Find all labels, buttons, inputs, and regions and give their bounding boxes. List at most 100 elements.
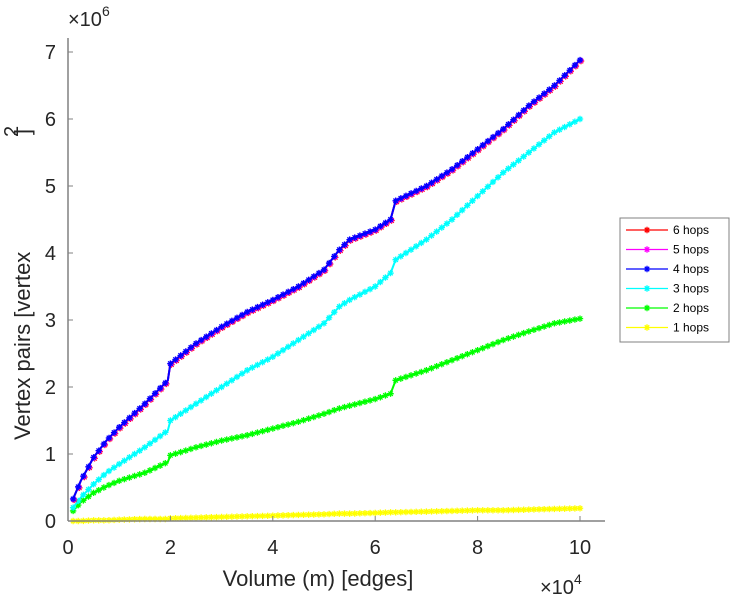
data-point (244, 367, 251, 374)
data-point (546, 86, 553, 93)
data-point (126, 474, 133, 481)
data-point (571, 61, 579, 69)
data-point (551, 320, 558, 327)
data-point (300, 511, 307, 519)
data-point (249, 364, 256, 371)
data-point (382, 392, 389, 399)
data-point (474, 192, 481, 200)
data-point (500, 169, 507, 176)
data-point (576, 56, 584, 64)
data-point (80, 491, 87, 499)
data-point (325, 314, 333, 321)
data-point (494, 507, 502, 514)
data-point (387, 390, 394, 397)
data-point (392, 377, 399, 384)
data-point (561, 72, 568, 79)
legend-item: 4 hops (626, 262, 709, 276)
data-point (464, 350, 471, 358)
data-point (576, 505, 584, 512)
data-point (274, 512, 282, 519)
data-point (515, 157, 522, 164)
data-point (438, 361, 445, 368)
x-ticks: 0 2 4 6 8 10 (62, 516, 591, 559)
data-point (274, 424, 282, 431)
data-point (264, 426, 271, 434)
data-point (546, 321, 553, 329)
data-point (341, 300, 348, 307)
data-point (162, 429, 169, 436)
data-point (453, 354, 461, 362)
data-point (187, 445, 195, 453)
series-line (72, 118, 581, 509)
data-point (392, 197, 399, 204)
data-point (540, 506, 548, 513)
data-point (412, 243, 420, 250)
data-point (341, 241, 348, 248)
data-point (361, 510, 369, 517)
data-point (279, 422, 287, 430)
data-point (418, 185, 425, 192)
data-point (80, 497, 87, 504)
legend-label: 3 hops (673, 282, 709, 296)
data-point (540, 323, 548, 330)
data-point (213, 326, 220, 334)
data-point (213, 438, 220, 446)
data-point (151, 390, 159, 397)
data-point (530, 145, 538, 152)
data-point (290, 419, 297, 427)
data-point (100, 471, 108, 479)
data-point (448, 216, 456, 223)
data-point (540, 137, 548, 144)
data-point (505, 121, 512, 128)
data-point (387, 509, 394, 516)
data-point (279, 346, 287, 354)
data-point (484, 137, 492, 145)
data-point (500, 336, 507, 344)
data-point (177, 514, 184, 522)
y-axis-label-superscript: 2 (1, 126, 23, 137)
y-tick-label: 7 (45, 42, 56, 64)
data-point (331, 407, 338, 414)
data-point (433, 508, 440, 515)
data-point (418, 508, 425, 515)
data-point (213, 513, 220, 521)
data-point (361, 288, 369, 296)
data-point (228, 317, 236, 325)
data-point (576, 315, 584, 322)
series-1-hops (69, 505, 584, 525)
data-point (571, 316, 579, 323)
series-layer (69, 56, 585, 525)
data-point (397, 375, 404, 382)
data-point (208, 440, 215, 447)
data-point (494, 174, 502, 181)
data-point (300, 279, 307, 287)
data-point (530, 326, 538, 333)
data-point (156, 515, 164, 523)
data-point (116, 424, 123, 431)
data-point (249, 306, 256, 313)
data-point (126, 516, 133, 523)
data-point (259, 359, 266, 366)
data-point (203, 441, 210, 448)
data-point (203, 393, 210, 401)
data-point (223, 513, 230, 521)
data-point (336, 303, 343, 310)
data-point (351, 510, 358, 517)
data-point (433, 228, 440, 235)
data-point (187, 514, 195, 521)
data-point (162, 515, 169, 523)
data-point (443, 220, 451, 227)
legend-label: 4 hops (673, 262, 709, 276)
data-point (351, 234, 358, 241)
data-point (126, 414, 133, 422)
data-point (382, 509, 389, 516)
data-point (366, 509, 374, 517)
data-point (377, 509, 384, 516)
data-point (233, 314, 241, 322)
data-point (443, 507, 451, 515)
data-point (105, 434, 113, 442)
data-point (412, 187, 420, 195)
data-point (141, 469, 148, 476)
data-point (525, 328, 532, 335)
data-point (325, 259, 333, 267)
